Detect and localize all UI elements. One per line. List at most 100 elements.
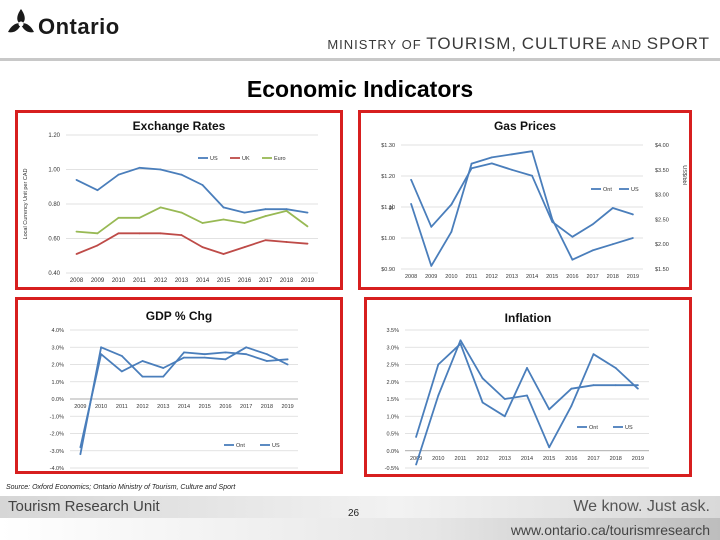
series-line-ont <box>410 150 634 267</box>
data-point-us <box>224 358 227 361</box>
y-tick-label: -2.0% <box>50 432 64 438</box>
data-point-us <box>614 367 617 369</box>
data-point-us <box>632 213 634 216</box>
data-point-us <box>264 208 267 211</box>
data-point-us <box>245 346 248 349</box>
data-point-ont <box>490 156 493 159</box>
data-point-us <box>503 398 506 400</box>
data-point-ont <box>611 243 614 246</box>
x-tick-label: 2013 <box>506 274 518 280</box>
data-point-ont <box>503 415 506 418</box>
data-point-euro <box>222 218 225 221</box>
y-tick-label: 2.5% <box>386 363 399 369</box>
data-point-uk <box>159 232 162 235</box>
data-point-ont <box>548 408 551 411</box>
series-line-euro <box>76 206 309 235</box>
data-point-us <box>437 394 440 397</box>
series-line-us <box>410 162 634 238</box>
header-rule <box>0 58 720 61</box>
x-tick-label: 2009 <box>425 274 437 280</box>
data-point-us <box>243 211 246 214</box>
data-point-ont <box>100 346 102 349</box>
data-point-us <box>138 166 141 169</box>
data-point-us <box>120 370 123 373</box>
y-tick-label: 0.40 <box>48 271 60 277</box>
data-point-ont <box>632 237 634 239</box>
y-tick-label: 1.0% <box>51 380 64 386</box>
y-tick-label: 0.0% <box>51 397 64 403</box>
data-point-ont <box>183 351 185 354</box>
data-point-uk <box>306 242 309 245</box>
y-tick-label: 0.80 <box>48 202 60 208</box>
x-tick-label: 2016 <box>219 404 231 410</box>
data-point-ont <box>162 375 165 378</box>
page-number: 26 <box>348 508 360 519</box>
data-point-us <box>459 339 462 342</box>
legend-label: Euro <box>274 156 286 162</box>
data-point-uk <box>243 246 246 249</box>
slogan: We know. Just ask. <box>573 498 710 515</box>
x-tick-label: 2012 <box>477 456 489 462</box>
data-point-us <box>450 203 453 206</box>
y-tick-label: $1.30 <box>381 143 395 149</box>
gdp-chart: GDP % Chg 4.0% 3.0% 2.0% 1.0% 0.0% -1.0% -2.0% -… <box>50 309 298 471</box>
x-tick-label: 2014 <box>526 274 538 280</box>
x-tick-label: 2014 <box>196 278 210 284</box>
data-point-euro <box>306 225 309 228</box>
data-point-us <box>141 360 144 362</box>
footer: Tourism Research Unit 26 We know. Just a… <box>0 496 720 540</box>
data-point-euro <box>243 222 246 224</box>
data-point-us <box>201 184 204 186</box>
data-point-us <box>511 168 513 171</box>
y-tick-label: $1.00 <box>381 236 395 242</box>
y-tick-label: $1.10 <box>381 205 395 211</box>
data-point-us <box>79 446 82 449</box>
data-point-us <box>481 377 484 380</box>
x-tick-label: 2016 <box>238 278 252 284</box>
y-tick-label: 2.0% <box>386 380 399 386</box>
data-point-uk <box>285 241 288 243</box>
website-url[interactable]: www.ontario.ca/tourismresearch <box>510 522 710 538</box>
data-point-ont <box>511 153 513 156</box>
x-tick-label: 2011 <box>116 404 128 410</box>
legend-label: Ont <box>603 187 612 193</box>
legend-label: Ont <box>236 443 245 449</box>
gdp-panel: GDP % Chg 4.0% 3.0% 2.0% 1.0% 0.0% -1.0% -2.0% -… <box>15 297 343 474</box>
data-point-uk <box>138 232 141 235</box>
y-tick-label: 1.20 <box>48 133 60 139</box>
data-point-us <box>410 178 412 181</box>
y-tick-label: -4.0% <box>50 466 64 471</box>
data-point-ont <box>470 162 473 165</box>
x-tick-label: 2009 <box>410 456 422 462</box>
data-point-us <box>611 207 614 209</box>
x-tick-label: 2016 <box>565 456 577 462</box>
data-point-ont <box>266 360 268 362</box>
data-point-us <box>470 167 473 170</box>
data-point-us <box>285 208 288 211</box>
legend-label: US <box>631 187 639 193</box>
data-point-us <box>637 387 639 390</box>
trillium-icon <box>8 9 34 33</box>
y2-tick-label: $2.50 <box>655 217 669 223</box>
y-tick-label: 0.0% <box>386 449 399 455</box>
data-point-uk <box>180 234 183 236</box>
y2-tick-label: $1.50 <box>655 267 669 273</box>
data-point-uk <box>264 239 267 242</box>
y-tick-label: -0.5% <box>385 466 399 472</box>
y-tick-label: 1.0% <box>386 414 399 420</box>
legend-label: UK <box>242 156 250 162</box>
legend-label: US <box>210 156 218 162</box>
data-point-us <box>96 189 99 192</box>
x-tick-label: 2018 <box>280 278 294 284</box>
data-point-ont <box>120 354 123 357</box>
x-tick-label: 2014 <box>178 404 190 410</box>
source-note: Source: Oxford Economics; Ontario Minist… <box>6 484 236 491</box>
data-point-us <box>430 225 433 228</box>
x-tick-label: 2016 <box>566 274 578 280</box>
inflation-panel: Inflation 3.5% 3.0% 2.5% 2.0% 1.5% 1.0% 0.5% 0.0… <box>364 297 692 477</box>
exchange-rates-chart: Exchange Rates 1.20 1.00 0.80 0.60 0.40 2008 20… <box>23 119 318 284</box>
data-point-us <box>531 174 533 177</box>
ontario-logo: Ontario <box>2 2 119 42</box>
data-point-us <box>266 353 268 356</box>
gas-prices-chart: Gas Prices $1.30 $1.20 $1.10 $1.00 $0.90 $4.00… <box>381 119 687 280</box>
